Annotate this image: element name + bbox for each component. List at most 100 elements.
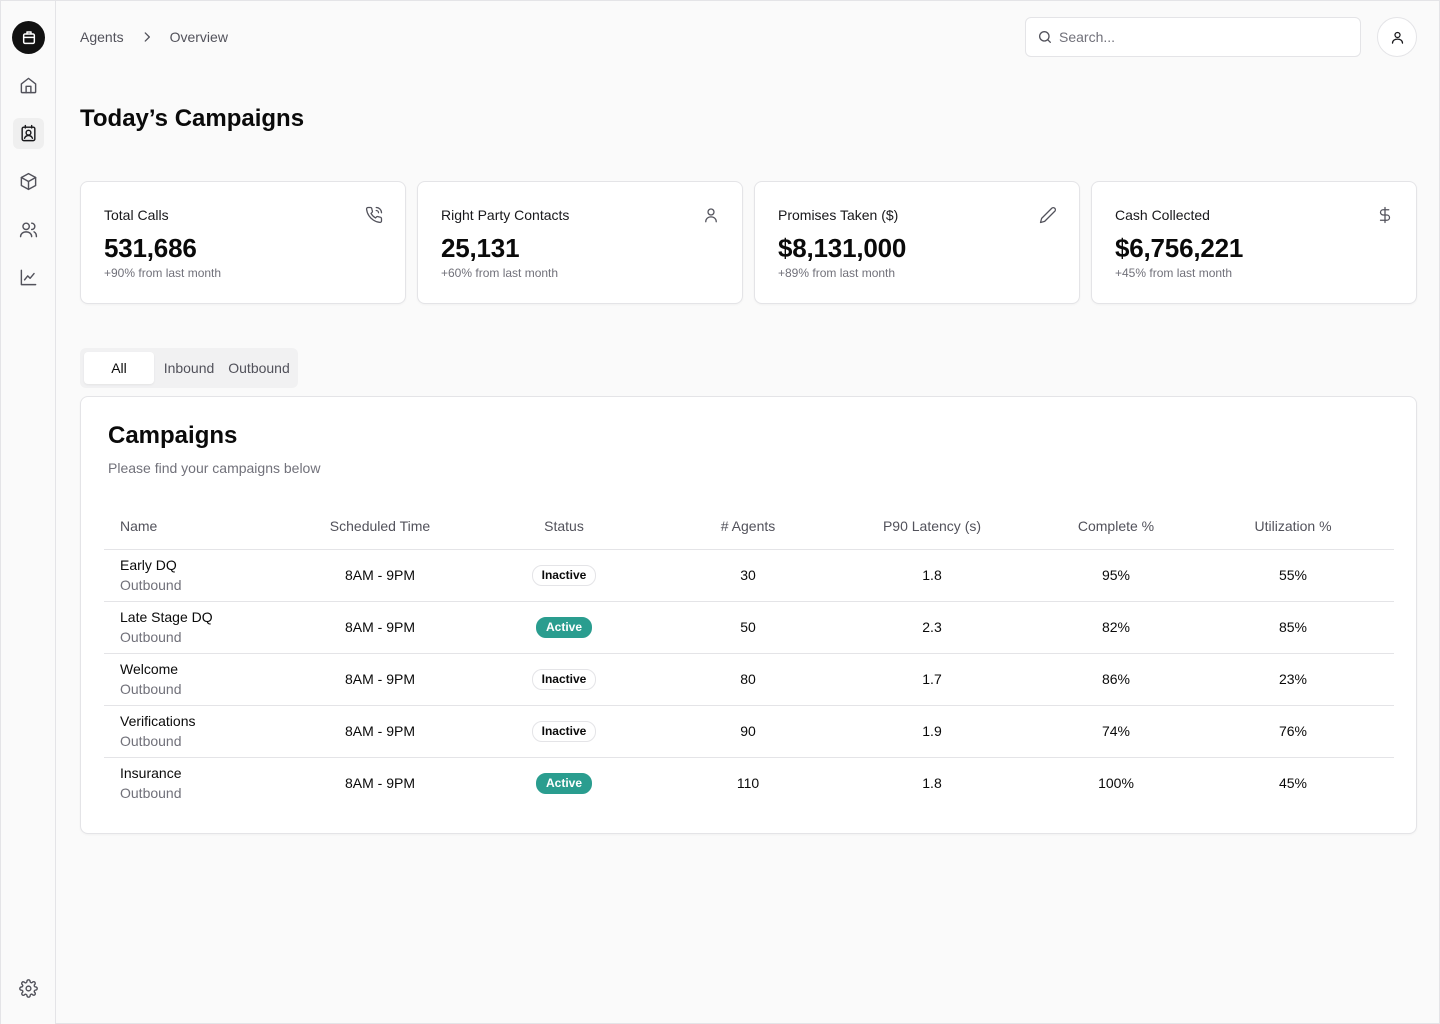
- stat-value: $8,131,000: [778, 233, 907, 263]
- utilization-percent: 23%: [1192, 653, 1394, 706]
- scheduled-time: 8AM - 9PM: [304, 705, 456, 758]
- column-header-utilization[interactable]: Utilization %: [1192, 503, 1394, 550]
- breadcrumb-agents[interactable]: Agents: [80, 29, 124, 45]
- table-row[interactable]: Verifications Outbound 8AM - 9PM Inactiv…: [104, 705, 1394, 758]
- agents-count: 110: [736, 775, 760, 792]
- scheduled-time: 8AM - 9PM: [304, 653, 456, 706]
- status-cell: Inactive: [456, 705, 672, 758]
- campaign-name-cell: Early DQ Outbound: [104, 549, 304, 602]
- search-icon: [1039, 31, 1051, 43]
- campaigns-title: Campaigns: [108, 422, 238, 449]
- breadcrumb-overview[interactable]: Overview: [169, 29, 228, 45]
- campaign-name-cell: Welcome Outbound: [104, 653, 304, 706]
- stat-value: 25,131: [441, 233, 520, 263]
- campaign-name[interactable]: Verifications: [120, 713, 196, 729]
- status-cell: Inactive: [456, 549, 672, 602]
- pencil-icon: [1039, 207, 1056, 224]
- status-badge: Inactive: [531, 564, 597, 586]
- status-badge: Inactive: [531, 720, 597, 742]
- stat-card-cash-collected: Cash Collected $6,756,221 +45% from last…: [1091, 181, 1417, 304]
- column-header-agents[interactable]: # Agents: [672, 503, 824, 550]
- table-header-row: Name Scheduled Time Status # Agents P90 …: [104, 503, 1394, 550]
- p90-latency: 1.8: [922, 775, 942, 792]
- scheduled-time: 8AM - 9PM: [344, 775, 415, 792]
- app-logo[interactable]: [12, 21, 45, 54]
- complete-percent: 95%: [1040, 549, 1192, 602]
- stat-change: +89% from last month: [778, 266, 896, 280]
- campaign-type: Outbound: [120, 629, 182, 645]
- campaign-tabs: All Inbound Outbound: [80, 348, 298, 388]
- campaign-name[interactable]: Welcome: [120, 661, 179, 677]
- campaign-name-cell: Verifications Outbound: [104, 705, 304, 758]
- sidebar-item-home[interactable]: [13, 70, 44, 101]
- p90-latency: 1.7: [824, 653, 1040, 706]
- stat-label: Right Party Contacts: [441, 207, 570, 223]
- complete-percent: 86%: [1040, 653, 1192, 706]
- scheduled-time: 8AM - 9PM: [304, 601, 456, 654]
- stat-label: Promises Taken ($): [778, 207, 899, 223]
- column-header-name[interactable]: Name: [104, 503, 304, 550]
- campaign-name[interactable]: Insurance: [120, 765, 182, 782]
- complete-percent: 74%: [1040, 705, 1192, 758]
- column-header-complete[interactable]: Complete %: [1040, 503, 1192, 550]
- campaigns-subtitle: Please find your campaigns below: [108, 460, 321, 476]
- utilization-percent: 85%: [1192, 601, 1394, 654]
- user-icon: [1391, 31, 1403, 44]
- table-row[interactable]: Welcome Outbound 8AM - 9PM Inactive 80 1…: [104, 653, 1394, 706]
- complete-percent: 100%: [1098, 775, 1134, 792]
- status-badge: Inactive: [531, 668, 597, 690]
- page-title: Today’s Campaigns: [80, 105, 305, 132]
- column-header-scheduled-time[interactable]: Scheduled Time: [304, 503, 456, 550]
- agents-count: 80: [672, 653, 824, 706]
- phone-icon: [365, 206, 383, 224]
- sidebar-item-users[interactable]: [13, 214, 44, 245]
- tab-outbound[interactable]: Outbound: [228, 360, 290, 376]
- search-box[interactable]: [1025, 17, 1361, 57]
- table-row[interactable]: Early DQ Outbound 8AM - 9PM Inactive 30 …: [104, 549, 1394, 602]
- agents-count: 30: [672, 549, 824, 602]
- sidebar-item-agents[interactable]: [13, 118, 44, 149]
- sidebar-item-settings[interactable]: [13, 973, 44, 1004]
- stat-value: $6,756,221: [1115, 233, 1244, 263]
- campaign-name[interactable]: Late Stage DQ: [120, 609, 213, 625]
- utilization-percent: 55%: [1192, 549, 1394, 602]
- contact-card-icon: [21, 124, 36, 142]
- status-badge: Active: [535, 772, 593, 794]
- agents-count: 50: [672, 601, 824, 654]
- chart-line-icon: [20, 269, 37, 286]
- stat-change: +60% from last month: [441, 266, 559, 280]
- column-header-status[interactable]: Status: [456, 503, 672, 550]
- tab-inbound[interactable]: Inbound: [163, 360, 215, 376]
- stat-value: 531,686: [104, 233, 197, 263]
- dollar-icon: [1379, 206, 1391, 224]
- package-icon: [20, 172, 37, 191]
- status-cell: Active: [456, 757, 672, 809]
- p90-latency: 1.8: [824, 549, 1040, 602]
- logo-icon: [22, 30, 35, 44]
- user-menu-button[interactable]: [1377, 17, 1417, 57]
- stat-change: +90% from last month: [104, 266, 222, 280]
- campaign-name[interactable]: Early DQ: [120, 557, 177, 573]
- sidebar: [1, 1, 56, 1024]
- campaign-type: Outbound: [120, 681, 182, 697]
- table-row[interactable]: Insurance Outbound 8AM - 9PM Active 110 …: [104, 757, 1394, 809]
- sidebar-item-analytics[interactable]: [13, 262, 44, 293]
- complete-percent: 82%: [1040, 601, 1192, 654]
- user-icon: [705, 208, 717, 223]
- stat-card-total-calls: Total Calls 531,686 +90% from last month: [80, 181, 406, 304]
- campaign-name-cell: Insurance Outbound: [104, 757, 304, 809]
- table-row[interactable]: Late Stage DQ Outbound 8AM - 9PM Active …: [104, 601, 1394, 654]
- campaigns-table: Name Scheduled Time Status # Agents P90 …: [104, 503, 1394, 809]
- agents-count: 90: [672, 705, 824, 758]
- column-header-latency[interactable]: P90 Latency (s): [824, 503, 1040, 550]
- users-icon: [19, 222, 38, 238]
- scheduled-time: 8AM - 9PM: [304, 549, 456, 602]
- search-input[interactable]: [1059, 29, 1339, 45]
- campaigns-panel: Campaigns Please find your campaigns bel…: [80, 396, 1417, 834]
- tab-all[interactable]: All: [84, 352, 154, 384]
- utilization-percent: 76%: [1192, 705, 1394, 758]
- utilization-percent: 45%: [1278, 775, 1308, 792]
- sidebar-item-products[interactable]: [13, 166, 44, 197]
- breadcrumb: Agents Overview: [80, 27, 228, 47]
